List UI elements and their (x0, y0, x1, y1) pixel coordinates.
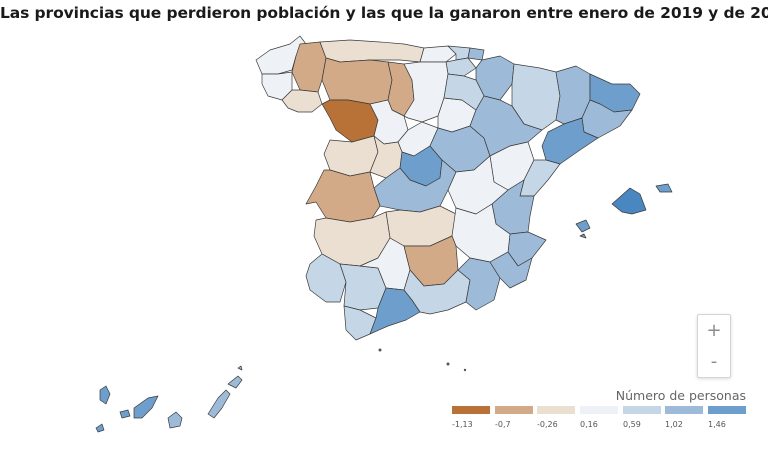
province-murcia[interactable] (489, 251, 533, 289)
island-lanzarote[interactable] (227, 375, 243, 389)
province-alava[interactable] (445, 57, 477, 77)
province-gipuzkoa[interactable] (467, 47, 485, 61)
legend-swatch (580, 406, 618, 414)
island-la-palma[interactable] (99, 385, 111, 405)
legend-swatch (495, 406, 533, 414)
legend-label: -0,26 (537, 420, 558, 429)
melilla-marker[interactable] (446, 362, 450, 366)
province-salamanca[interactable] (323, 135, 379, 177)
legend-item[interactable]: 1,46 (708, 406, 746, 429)
legend-item[interactable]: -0,7 (495, 406, 533, 429)
island-tenerife[interactable] (133, 395, 159, 419)
province-cadiz[interactable] (343, 305, 377, 341)
legend-label: 1,46 (708, 420, 726, 429)
legend-swatch (708, 406, 746, 414)
province-caceres[interactable] (305, 169, 381, 223)
legend-item[interactable]: -0,26 (537, 406, 575, 429)
legend-label: 0,59 (623, 420, 641, 429)
island-ibiza[interactable] (575, 219, 591, 233)
island-formentera[interactable] (579, 233, 587, 239)
province-tarragona[interactable] (541, 117, 599, 165)
legend-item[interactable]: 0,16 (580, 406, 618, 429)
province-cuenca[interactable] (447, 155, 509, 215)
legend-swatch (623, 406, 661, 414)
legend-label: 0,16 (580, 420, 598, 429)
spain-choropleth-map[interactable] (0, 28, 768, 438)
legend-swatch (537, 406, 575, 414)
legend-label: 1,02 (665, 420, 683, 429)
legend-label: -1,13 (452, 420, 473, 429)
province-zaragoza[interactable] (469, 95, 543, 157)
province-cantabria[interactable] (419, 45, 457, 63)
legend-swatch (665, 406, 703, 414)
zoom-in-button[interactable]: + (706, 320, 722, 341)
island-menorca[interactable] (655, 183, 673, 193)
legend-title: Número de personas (615, 388, 746, 403)
province-huesca[interactable] (511, 63, 561, 131)
province-burgos[interactable] (403, 61, 449, 123)
province-asturias[interactable] (319, 39, 425, 63)
zoom-out-button[interactable]: - (710, 351, 718, 372)
legend-item[interactable]: 1,02 (665, 406, 703, 429)
island-mallorca[interactable] (611, 187, 647, 215)
legend-item[interactable]: 0,59 (623, 406, 661, 429)
island-la-gomera[interactable] (119, 409, 131, 419)
province-leon[interactable] (321, 57, 393, 105)
province-almeria[interactable] (457, 257, 501, 311)
island-fuerteventura[interactable] (207, 389, 231, 419)
ceuta-marker[interactable] (378, 348, 382, 352)
province-zamora[interactable] (321, 99, 379, 143)
map-title: Las provincias que perdieron población y… (0, 4, 768, 22)
legend-label: -0,7 (495, 420, 511, 429)
zoom-control: + - (697, 314, 731, 378)
island-el-hierro[interactable] (95, 423, 105, 433)
chafarinas-marker[interactable] (463, 368, 467, 372)
island-la-graciosa[interactable] (237, 365, 243, 371)
island-gran-canaria[interactable] (167, 411, 183, 429)
province-huelva[interactable] (305, 253, 347, 303)
legend-swatch (452, 406, 490, 414)
legend-item[interactable]: -1,13 (452, 406, 490, 429)
